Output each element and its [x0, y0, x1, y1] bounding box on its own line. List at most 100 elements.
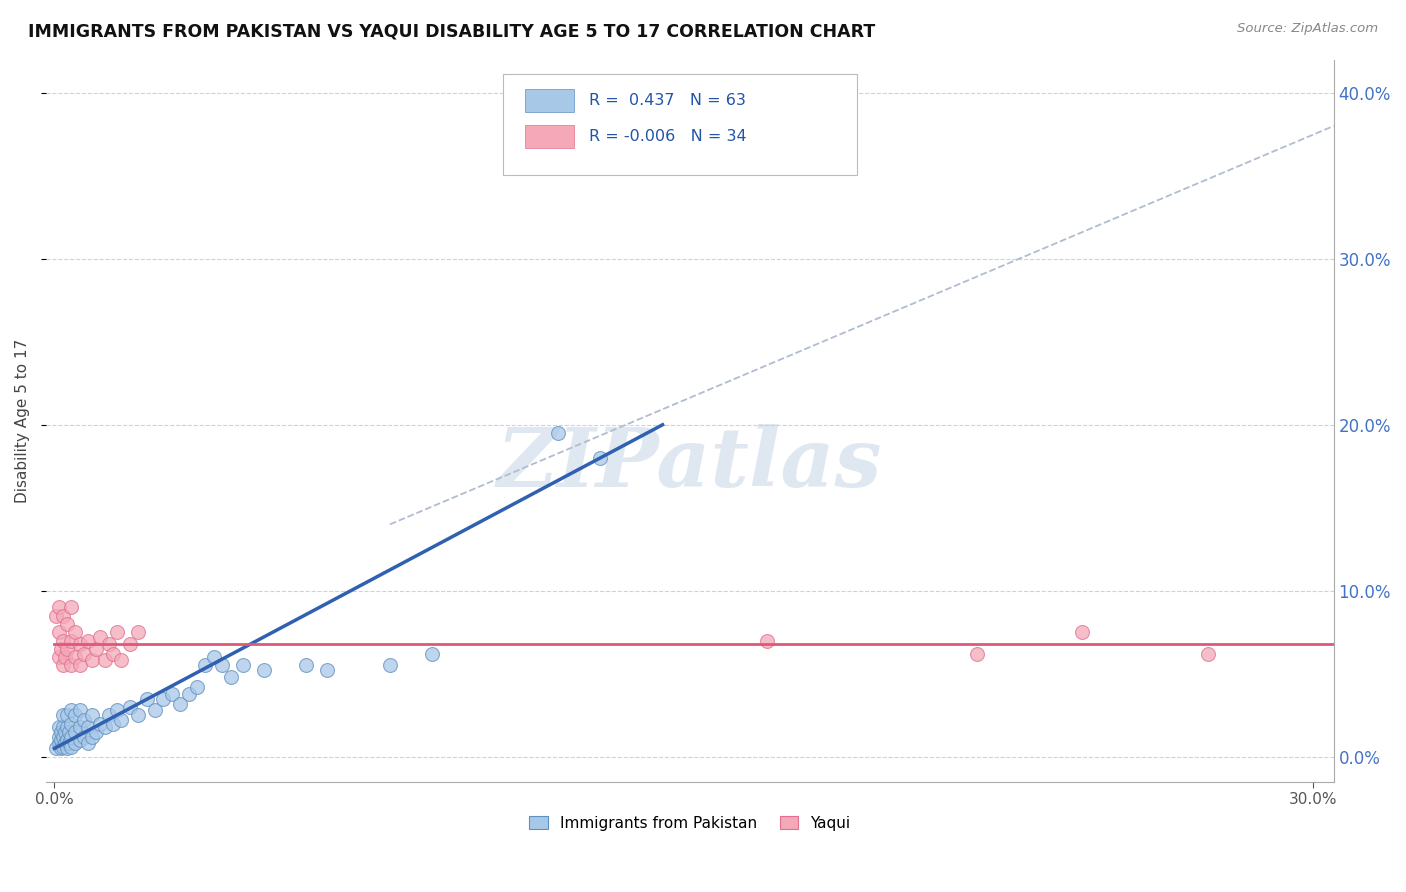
Point	[1197, 647, 1219, 661]
Point	[316, 664, 339, 678]
Point	[56, 641, 79, 656]
Point	[73, 713, 96, 727]
Point	[105, 703, 128, 717]
Point	[89, 630, 111, 644]
Point	[48, 736, 70, 750]
Point	[143, 703, 166, 717]
Point	[69, 733, 91, 747]
Point	[60, 600, 83, 615]
Point	[56, 733, 79, 747]
Point	[58, 724, 80, 739]
FancyBboxPatch shape	[524, 89, 574, 112]
Point	[73, 647, 96, 661]
Point	[73, 730, 96, 744]
Point	[756, 633, 779, 648]
Point	[48, 730, 70, 744]
Point	[60, 703, 83, 717]
Point	[295, 658, 318, 673]
Point	[82, 708, 104, 723]
Point	[118, 700, 141, 714]
Point	[56, 708, 79, 723]
Point	[93, 653, 115, 667]
Point	[48, 625, 70, 640]
Point	[49, 733, 72, 747]
Point	[101, 716, 124, 731]
Point	[82, 653, 104, 667]
Point	[588, 450, 610, 465]
Point	[127, 625, 149, 640]
Point	[110, 713, 132, 727]
Text: ZIPatlas: ZIPatlas	[498, 424, 883, 504]
Point	[1071, 625, 1094, 640]
Point	[97, 637, 120, 651]
Point	[93, 720, 115, 734]
Text: Source: ZipAtlas.com: Source: ZipAtlas.com	[1237, 22, 1378, 36]
Text: R =  0.437   N = 63: R = 0.437 N = 63	[589, 94, 747, 108]
Point	[60, 633, 83, 648]
Point	[45, 608, 67, 623]
Point	[53, 650, 76, 665]
Point	[65, 625, 87, 640]
Text: R = -0.006   N = 34: R = -0.006 N = 34	[589, 129, 747, 145]
Point	[69, 703, 91, 717]
Point	[48, 650, 70, 665]
Point	[52, 658, 75, 673]
Point	[52, 633, 75, 648]
Point	[232, 658, 254, 673]
Point	[194, 658, 217, 673]
Point	[65, 724, 87, 739]
Point	[966, 647, 988, 661]
Point	[101, 647, 124, 661]
Point	[169, 697, 191, 711]
Point	[211, 658, 233, 673]
Point	[69, 658, 91, 673]
Point	[420, 647, 443, 661]
Point	[110, 653, 132, 667]
Point	[60, 730, 83, 744]
Point	[69, 637, 91, 651]
Point	[45, 741, 67, 756]
Point	[56, 720, 79, 734]
FancyBboxPatch shape	[524, 125, 574, 148]
Point	[52, 730, 75, 744]
Point	[60, 716, 83, 731]
Point	[152, 691, 174, 706]
Point	[97, 708, 120, 723]
Y-axis label: Disability Age 5 to 17: Disability Age 5 to 17	[15, 338, 30, 503]
Point	[56, 617, 79, 632]
Point	[65, 650, 87, 665]
Point	[52, 739, 75, 754]
Point	[82, 730, 104, 744]
Point	[60, 658, 83, 673]
Point	[52, 708, 75, 723]
Point	[253, 664, 276, 678]
Point	[547, 426, 569, 441]
Point	[65, 708, 87, 723]
Point	[60, 739, 83, 754]
Text: IMMIGRANTS FROM PAKISTAN VS YAQUI DISABILITY AGE 5 TO 17 CORRELATION CHART: IMMIGRANTS FROM PAKISTAN VS YAQUI DISABI…	[28, 22, 876, 40]
Point	[77, 633, 100, 648]
Point	[58, 736, 80, 750]
Point	[118, 637, 141, 651]
Point	[105, 625, 128, 640]
Point	[69, 720, 91, 734]
Point	[84, 724, 107, 739]
Point	[202, 650, 225, 665]
Point	[53, 724, 76, 739]
Point	[49, 641, 72, 656]
Point	[127, 708, 149, 723]
Point	[52, 720, 75, 734]
Point	[49, 741, 72, 756]
Point	[177, 687, 200, 701]
Point	[52, 608, 75, 623]
Point	[49, 724, 72, 739]
Point	[56, 741, 79, 756]
Point	[65, 736, 87, 750]
FancyBboxPatch shape	[503, 74, 858, 175]
Point	[77, 720, 100, 734]
Point	[84, 641, 107, 656]
Point	[160, 687, 183, 701]
Point	[219, 670, 242, 684]
Point	[378, 658, 401, 673]
Point	[89, 716, 111, 731]
